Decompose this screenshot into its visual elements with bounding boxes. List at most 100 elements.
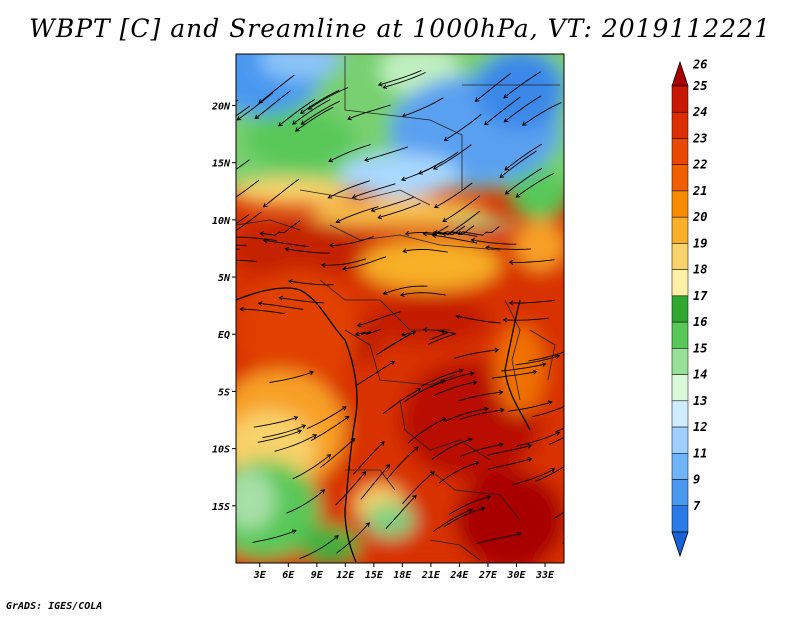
colorbar-label: 15 bbox=[693, 341, 707, 355]
streamline bbox=[487, 444, 532, 456]
streamline-arrow bbox=[297, 429, 303, 434]
streamline bbox=[320, 438, 356, 468]
streamline-arrow bbox=[320, 489, 326, 494]
streamline-arrow bbox=[390, 360, 396, 366]
streamline-arrow bbox=[400, 292, 405, 297]
streamline bbox=[269, 371, 314, 383]
streamline bbox=[443, 507, 485, 528]
streamline-arrow bbox=[212, 127, 216, 131]
streamline-arrow bbox=[300, 120, 306, 125]
streamline-arrow bbox=[326, 454, 332, 459]
lat-label: 15S bbox=[212, 502, 230, 513]
colorbar-label: 12 bbox=[693, 420, 707, 434]
colorbar-label: 11 bbox=[693, 446, 707, 460]
lon-label: 18E bbox=[393, 570, 412, 581]
streamline bbox=[403, 248, 448, 253]
streamline-arrow bbox=[484, 120, 489, 126]
streamline bbox=[402, 97, 444, 117]
streamline bbox=[503, 71, 541, 99]
streamline bbox=[376, 331, 416, 356]
colorbar: 26 25 24 23 22 21 20 19 18 17 16 15 14 13 12 11 9 7 bbox=[671, 57, 708, 558]
streamline-arrow bbox=[422, 327, 428, 333]
streamline-arrow bbox=[532, 369, 538, 375]
streamline bbox=[299, 535, 339, 560]
streamline bbox=[528, 351, 564, 362]
streamline-arrow bbox=[458, 368, 464, 374]
colorbar-label: 20 bbox=[692, 210, 707, 224]
streamline-arrow bbox=[232, 235, 236, 239]
streamline bbox=[308, 87, 349, 110]
streamline-arrow bbox=[370, 207, 376, 213]
streamline-arrow bbox=[351, 194, 357, 199]
streamline-arrow bbox=[212, 180, 216, 184]
streamline-arrow bbox=[379, 441, 385, 446]
streamline-arrow bbox=[547, 400, 553, 406]
streamline-arrow bbox=[521, 121, 527, 126]
streamline-arrow bbox=[474, 460, 480, 466]
streamline-arrow bbox=[432, 165, 438, 170]
map-plot-area bbox=[210, 53, 598, 564]
colorbar-segment bbox=[671, 111, 689, 139]
streamline bbox=[342, 256, 387, 270]
streamline bbox=[295, 106, 334, 132]
colorbar-label: 19 bbox=[693, 236, 707, 250]
coastline bbox=[236, 287, 531, 563]
colorbar-label: 9 bbox=[693, 473, 700, 487]
streamline bbox=[487, 458, 532, 470]
streamline bbox=[253, 416, 298, 428]
streamline bbox=[383, 285, 428, 295]
streamline bbox=[491, 371, 537, 379]
streamline-arrow bbox=[288, 279, 293, 285]
streamline bbox=[400, 292, 446, 296]
streamline bbox=[306, 406, 347, 430]
streamline bbox=[504, 143, 543, 171]
lat-label: 10S bbox=[212, 445, 230, 456]
streamline-arrow bbox=[335, 218, 341, 224]
streamline-arrow bbox=[499, 407, 505, 413]
streamline bbox=[459, 443, 504, 458]
streamline-arrow bbox=[504, 166, 510, 171]
streamline-arrow bbox=[469, 371, 475, 376]
streamline bbox=[532, 406, 564, 418]
lat-label: 20N bbox=[211, 101, 231, 112]
colorbar-max-arrow bbox=[671, 60, 689, 87]
streamline bbox=[434, 182, 473, 208]
streamline-arrow bbox=[432, 230, 438, 236]
lon-label: 12E bbox=[336, 570, 355, 581]
streamline-arrow bbox=[416, 388, 422, 393]
streamline-arrow bbox=[327, 194, 333, 199]
streamline bbox=[475, 73, 511, 102]
streamline-arrow bbox=[594, 516, 598, 520]
streamline-arrow bbox=[259, 231, 265, 237]
streamline-arrow bbox=[210, 232, 214, 236]
streamline bbox=[459, 409, 504, 420]
colorbar-segment bbox=[671, 190, 689, 218]
streamline-arrow bbox=[258, 99, 264, 104]
colorbar-label: 7 bbox=[693, 499, 701, 513]
streamline bbox=[386, 446, 419, 480]
map-frame bbox=[235, 53, 565, 564]
streamline bbox=[262, 424, 306, 439]
streamline bbox=[401, 161, 444, 181]
streamline bbox=[456, 315, 501, 324]
streamline bbox=[555, 427, 564, 433]
streamline bbox=[433, 231, 478, 237]
streamline-arrow bbox=[470, 237, 476, 243]
streamline-arrow bbox=[239, 306, 244, 312]
streamline-arrow bbox=[385, 464, 391, 469]
streamline-arrow bbox=[441, 417, 447, 423]
streamline bbox=[236, 214, 250, 225]
streamline-arrow bbox=[499, 442, 504, 448]
colorbar-label: 16 bbox=[693, 315, 707, 329]
streamline bbox=[352, 441, 385, 475]
colorbar-segment bbox=[671, 505, 689, 533]
lon-label: 33E bbox=[535, 570, 555, 581]
streamline bbox=[432, 234, 478, 244]
colorbar-segment bbox=[671, 243, 689, 270]
streamline bbox=[328, 180, 370, 199]
streamline bbox=[471, 239, 517, 245]
streamline-arrow bbox=[344, 415, 350, 421]
streamline bbox=[257, 430, 302, 443]
lat-label: 5S bbox=[218, 387, 230, 398]
